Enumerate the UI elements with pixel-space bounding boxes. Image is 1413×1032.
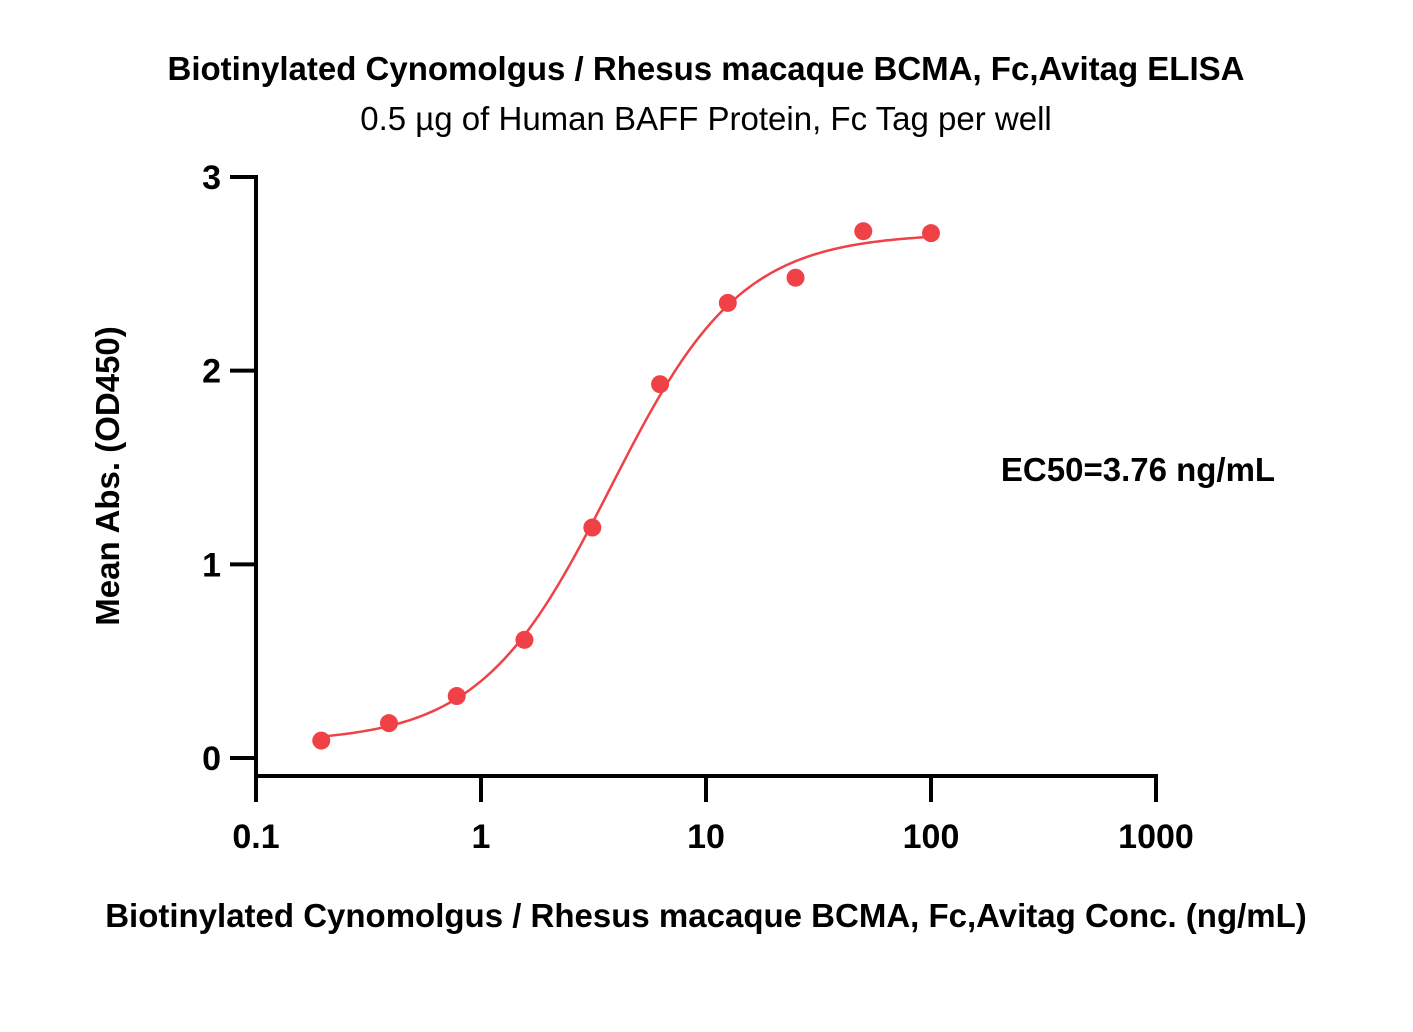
x-tick-label: 10 — [687, 818, 725, 856]
y-ticks: 0 1 2 3 — [202, 159, 256, 778]
y-tick-label: 2 — [202, 353, 221, 391]
data-point — [786, 268, 805, 287]
y-tick-label: 1 — [202, 546, 221, 584]
x-tick-label: 100 — [903, 818, 960, 856]
x-tick-label: 0.1 — [232, 818, 279, 856]
data-points — [312, 222, 940, 750]
data-point — [379, 714, 398, 733]
data-point — [447, 687, 466, 706]
chart-subtitle: 0.5 µg of Human BAFF Protein, Fc Tag per… — [360, 100, 1052, 137]
data-point — [854, 222, 873, 241]
data-point — [718, 293, 737, 312]
data-point — [515, 630, 534, 649]
x-axis-label: Biotinylated Cynomolgus / Rhesus macaque… — [105, 897, 1307, 934]
x-ticks: 0.1 1 10 100 1000 — [232, 776, 1194, 856]
ec50-annotation: EC50=3.76 ng/mL — [1001, 451, 1275, 488]
data-point — [651, 375, 670, 394]
chart-title: Biotinylated Cynomolgus / Rhesus macaque… — [168, 50, 1245, 87]
data-point — [312, 731, 331, 750]
fit-curve — [321, 235, 932, 738]
x-tick-label: 1 — [472, 818, 491, 856]
y-tick-label: 3 — [202, 159, 221, 197]
x-tick-label: 1000 — [1118, 818, 1194, 856]
y-tick-label: 0 — [202, 740, 221, 778]
data-point — [583, 518, 602, 537]
y-axis-label: Mean Abs. (OD450) — [89, 326, 126, 626]
data-point — [922, 224, 940, 243]
